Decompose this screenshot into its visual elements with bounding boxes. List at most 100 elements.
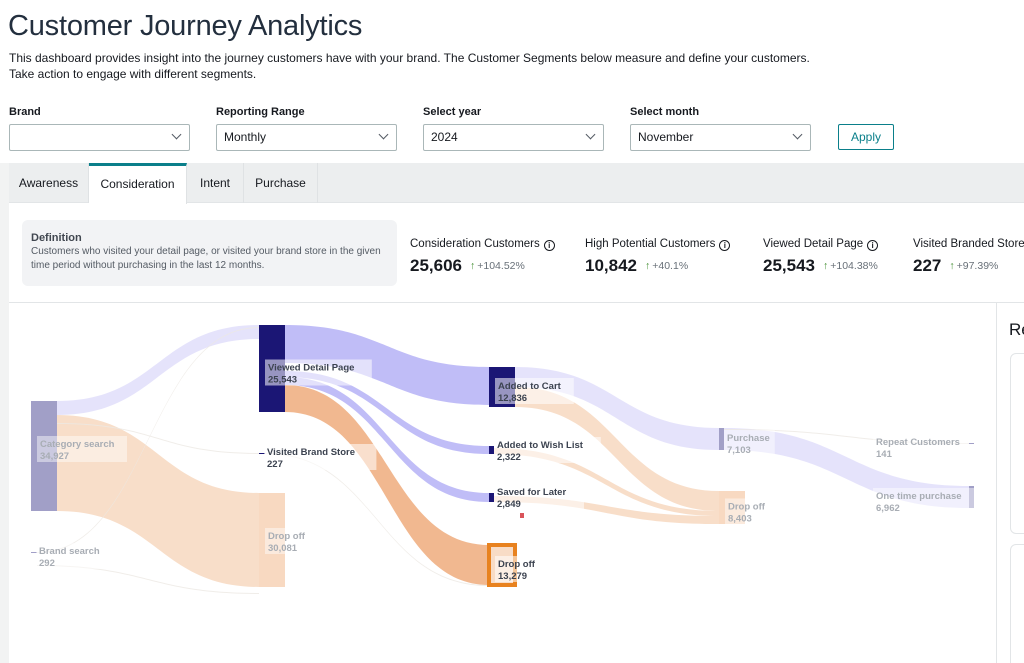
tab-awareness[interactable]: Awareness bbox=[9, 163, 89, 203]
reporting-range-select[interactable]: Monthly bbox=[216, 124, 397, 151]
sankey-node-value: 8,403 bbox=[728, 514, 752, 525]
metric-label: Viewed Detail Page bbox=[763, 238, 864, 250]
metric-value: 25,543 bbox=[763, 256, 815, 275]
arrow-up-icon: ↑ bbox=[470, 260, 476, 272]
sankey-node-label: Purchase bbox=[727, 433, 770, 444]
arrow-up-icon: ↑ bbox=[949, 260, 955, 272]
sankey-node-value: 25,543 bbox=[268, 375, 297, 386]
sankey-node-label: Brand search bbox=[39, 546, 100, 557]
sankey-link-viewed-to-cart[interactable] bbox=[285, 325, 489, 405]
sankey-label-bg bbox=[265, 528, 316, 554]
sankey-node-purchase[interactable] bbox=[719, 428, 724, 450]
sankey-node-value: 34,927 bbox=[40, 451, 69, 462]
sankey-link-category-to-drop1[interactable] bbox=[57, 415, 259, 587]
metric-consideration-customers: Consideration Customers i 25,606 ↑ +104.52% bbox=[410, 234, 555, 276]
sankey-node-value: 30,081 bbox=[268, 543, 298, 554]
metric-change-value: +40.1% bbox=[652, 260, 689, 272]
year-filter: Select year 2024 bbox=[423, 106, 604, 151]
tab-intent[interactable]: Intent bbox=[187, 163, 244, 203]
sankey-link-wish-to-drop3[interactable] bbox=[494, 448, 719, 516]
sankey-node-label: Drop off bbox=[728, 502, 766, 513]
sankey-label-bg bbox=[37, 436, 127, 462]
sankey-link-brand-to-viewed[interactable] bbox=[37, 327, 259, 553]
chevron-down-icon bbox=[171, 129, 182, 140]
sankey-node-value: 227 bbox=[267, 459, 283, 470]
apply-button[interactable]: Apply bbox=[838, 124, 894, 150]
metric-value: 25,606 bbox=[410, 256, 462, 275]
brand-filter: Brand bbox=[9, 106, 190, 151]
sankey-link-viewed-to-drop2[interactable] bbox=[285, 385, 489, 585]
metric-change: ↑ +104.52% bbox=[470, 260, 525, 272]
sankey-link-viewed-to-saved[interactable] bbox=[285, 377, 489, 502]
sankey-node-category[interactable] bbox=[31, 401, 57, 511]
metric-label: High Potential Customers bbox=[585, 238, 716, 250]
sankey-node-brand[interactable] bbox=[31, 552, 37, 553]
sankey-node-value: 6,962 bbox=[876, 503, 900, 514]
sankey-link-cart-to-drop3[interactable] bbox=[515, 387, 719, 511]
year-select[interactable]: 2024 bbox=[423, 124, 604, 151]
sankey-node-saved[interactable] bbox=[489, 493, 494, 502]
reporting-range-filter: Reporting Range Monthly bbox=[216, 106, 397, 151]
tab-consideration[interactable]: Consideration bbox=[89, 163, 187, 204]
right-panel-card bbox=[1010, 544, 1024, 663]
sankey-link-purchase-to-onetime[interactable] bbox=[724, 428, 969, 508]
sankey-label-bg bbox=[873, 434, 969, 460]
sankey-link-brand-to-drop1[interactable] bbox=[37, 565, 259, 594]
sankey-node-label: Category search bbox=[40, 439, 115, 450]
sankey-node-label: Drop off bbox=[498, 559, 536, 570]
sankey-node-wish[interactable] bbox=[489, 446, 494, 454]
month-filter: Select month November bbox=[630, 106, 811, 151]
sankey-node-value: 12,836 bbox=[498, 393, 527, 404]
arrow-up-icon: ↑ bbox=[645, 260, 651, 272]
info-icon[interactable]: i bbox=[719, 240, 731, 251]
metric-change-value: +97.39% bbox=[956, 260, 999, 272]
sankey-node-label: Added to Wish List bbox=[497, 440, 584, 451]
sankey-node-value: 292 bbox=[39, 558, 55, 569]
sankey-link-purchase-to-repeat[interactable] bbox=[724, 429, 969, 444]
sankey-link-category-to-store[interactable] bbox=[57, 423, 259, 454]
chevron-down-icon bbox=[792, 129, 803, 140]
brand-select[interactable] bbox=[9, 124, 190, 151]
sankey-link-category-to-viewed[interactable] bbox=[57, 325, 259, 415]
definition-box: Definition Customers who visited your de… bbox=[22, 220, 397, 286]
metric-change-value: +104.38% bbox=[830, 260, 878, 272]
sankey-link-viewed-to-wish[interactable] bbox=[285, 371, 489, 454]
sankey-label-bg bbox=[724, 430, 775, 456]
metric-high-potential-customers: High Potential Customers i 10,842 ↑ +40.1% bbox=[585, 234, 731, 276]
sankey-label-bg bbox=[265, 359, 372, 386]
month-select-value: November bbox=[638, 130, 694, 144]
page-title: Customer Journey Analytics bbox=[8, 10, 363, 42]
metric-value: 10,842 bbox=[585, 256, 637, 275]
sankey-node-value: 141 bbox=[876, 449, 893, 460]
sankey-node-store[interactable] bbox=[259, 453, 265, 454]
sankey-label-bg bbox=[495, 556, 546, 582]
info-icon[interactable]: i bbox=[543, 240, 555, 251]
chevron-down-icon bbox=[585, 129, 596, 140]
month-filter-label: Select month bbox=[630, 106, 700, 118]
definition-text: Customers who visited your detail page, … bbox=[31, 246, 381, 271]
metric-change: ↑ +40.1% bbox=[645, 260, 688, 272]
sankey-node-label: Saved for Later bbox=[497, 487, 566, 498]
sankey-node-drop3[interactable] bbox=[719, 491, 745, 524]
sankey-node-value: 2,849 bbox=[497, 499, 521, 510]
tab-purchase[interactable]: Purchase bbox=[244, 163, 318, 203]
metric-label: Visited Branded Store bbox=[913, 238, 1024, 250]
sankey-label-bg bbox=[264, 444, 377, 470]
sankey-node-repeat[interactable] bbox=[969, 443, 974, 444]
sankey-node-label: Repeat Customers bbox=[876, 437, 960, 448]
definition-title: Definition bbox=[31, 232, 82, 244]
sankey-label-bg bbox=[725, 498, 776, 525]
sankey-link-store-to-drop2[interactable] bbox=[265, 453, 489, 586]
sankey-label-bg bbox=[36, 543, 110, 569]
sankey-label-bg bbox=[494, 437, 601, 463]
chevron-down-icon bbox=[378, 129, 389, 140]
sankey-node-onetime[interactable] bbox=[969, 486, 974, 508]
sankey-node-label: Viewed Detail Page bbox=[268, 363, 354, 374]
arrow-up-icon: ↑ bbox=[823, 260, 829, 272]
year-select-value: 2024 bbox=[431, 130, 458, 144]
month-select[interactable]: November bbox=[630, 124, 811, 151]
info-icon[interactable]: i bbox=[867, 240, 879, 251]
reporting-range-value: Monthly bbox=[224, 130, 267, 144]
sankey-node-drop1[interactable] bbox=[259, 493, 285, 587]
